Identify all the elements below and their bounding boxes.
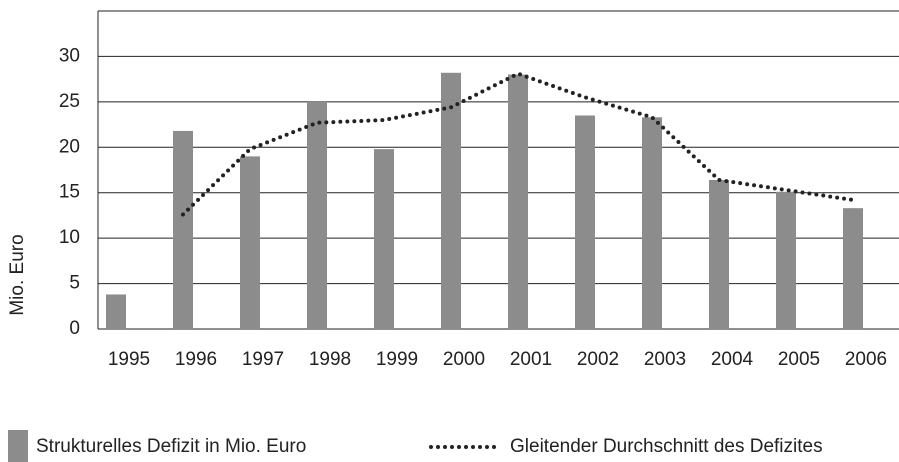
bar xyxy=(642,117,662,329)
x-tick-label: 1998 xyxy=(309,349,351,370)
y-axis-label: Mio. Euro xyxy=(7,234,28,315)
bar xyxy=(709,179,729,329)
y-tick-label: 0 xyxy=(69,318,80,339)
x-tick-label: 2002 xyxy=(577,349,619,370)
x-tick-label: 2000 xyxy=(443,349,485,370)
x-tick-label: 2003 xyxy=(644,349,686,370)
bar xyxy=(441,72,461,329)
legend-label: Gleitender Durchschnitt des Defizites xyxy=(510,436,823,457)
legend-swatch xyxy=(8,430,28,462)
x-tick-label: 2004 xyxy=(711,349,754,370)
y-tick-label: 10 xyxy=(59,227,80,248)
bar xyxy=(374,149,394,329)
bar xyxy=(508,74,528,329)
bar xyxy=(240,156,260,329)
legend-label: Strukturelles Defizit in Mio. Euro xyxy=(36,436,306,457)
x-tick-label: 1997 xyxy=(242,349,284,370)
y-tick-label: 30 xyxy=(59,45,80,66)
bar xyxy=(307,101,327,329)
x-tick-label: 2001 xyxy=(510,349,552,370)
bar xyxy=(106,294,126,329)
x-tick-label: 1999 xyxy=(376,349,418,370)
x-tick-label: 2005 xyxy=(778,349,820,370)
x-tick-label: 2006 xyxy=(845,349,887,370)
y-tick-label: 15 xyxy=(59,182,80,203)
x-tick-label: 1995 xyxy=(108,349,150,370)
y-tick-label: 20 xyxy=(59,136,80,157)
y-tick-label: 25 xyxy=(59,91,80,112)
y-tick-label: 5 xyxy=(69,273,80,294)
average-line xyxy=(181,71,855,217)
bar xyxy=(575,115,595,329)
bar xyxy=(776,191,796,329)
x-tick-label: 1996 xyxy=(175,349,217,370)
bar xyxy=(843,208,863,329)
bar xyxy=(173,130,193,329)
